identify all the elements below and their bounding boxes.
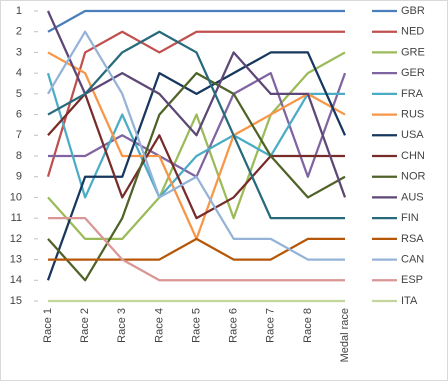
x-tick-label: Race 5: [190, 308, 202, 343]
legend-label: FRA: [401, 88, 424, 100]
x-tick-label: Race 4: [153, 308, 165, 343]
series-line: [48, 217, 345, 282]
y-tick-label: 5: [16, 88, 22, 100]
series-line: [47, 30, 345, 220]
legend-label: USA: [401, 129, 424, 141]
y-tick-label: 3: [16, 46, 22, 58]
y-tick-label: 14: [10, 274, 22, 286]
legend-label: CAN: [401, 253, 424, 265]
legend-label: ITA: [401, 295, 418, 307]
y-tick-label: 11: [11, 212, 22, 224]
series-line: [47, 30, 345, 261]
y-tick-label: 2: [16, 26, 22, 38]
y-tick-label: 6: [16, 108, 22, 120]
series-line: [46, 72, 345, 199]
y-tick-label: 10: [10, 191, 22, 203]
y-tick-label: 4: [16, 67, 22, 79]
x-tick-label: Race 1: [42, 308, 54, 343]
y-tick-label: 12: [10, 233, 22, 245]
y-tick-label: 7: [16, 129, 22, 141]
legend-label: CHN: [401, 150, 425, 162]
legend-label: RSA: [401, 233, 424, 245]
legend-label: GRE: [401, 46, 425, 58]
x-tick-label: Race 3: [116, 308, 128, 343]
series-line: [48, 237, 345, 261]
legend-label: FIN: [401, 212, 419, 224]
legend-label: GBR: [401, 5, 425, 17]
x-tick-label: Race 7: [265, 308, 277, 343]
legend-label: NED: [401, 26, 424, 38]
x-tick-label: Race 2: [79, 308, 91, 343]
legend-label: GER: [401, 67, 425, 79]
y-tick-label: 9: [16, 171, 22, 183]
y-tick-label: 1: [16, 5, 22, 17]
legend-label: ESP: [401, 274, 423, 286]
x-tick-label: Race 8: [302, 308, 314, 343]
series-line: [46, 51, 347, 281]
series-line: [47, 51, 346, 240]
series-line: [47, 9, 345, 33]
series-line: [46, 30, 345, 178]
series-line: [47, 92, 345, 220]
series-line: [46, 10, 347, 198]
y-tick-label: 13: [10, 253, 22, 265]
y-tick-label: 8: [16, 150, 22, 162]
y-tick-label: 15: [10, 295, 22, 307]
x-tick-label: Race 6: [228, 308, 240, 343]
legend-label: NOR: [401, 171, 426, 183]
x-tick-label: Medal race: [339, 308, 351, 362]
legend-label: RUS: [401, 108, 424, 120]
legend-label: AUS: [401, 191, 424, 203]
